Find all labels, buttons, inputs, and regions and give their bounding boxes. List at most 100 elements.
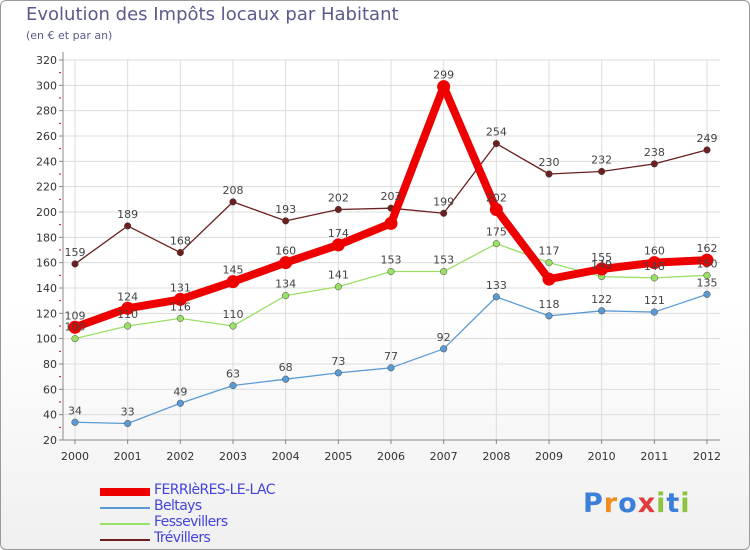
data-point — [384, 216, 398, 230]
data-label: 160 — [644, 245, 665, 258]
data-point — [647, 256, 661, 270]
data-label: 73 — [331, 355, 345, 368]
data-point — [282, 292, 290, 300]
x-tick-label: 2007 — [430, 450, 458, 463]
data-point — [387, 364, 395, 372]
data-label: 134 — [275, 278, 296, 291]
data-point — [229, 322, 237, 330]
data-point — [71, 418, 79, 426]
data-point — [650, 308, 658, 316]
data-label: 168 — [170, 235, 191, 248]
data-label: 117 — [539, 245, 560, 258]
data-label: 34 — [68, 404, 82, 417]
data-label: 145 — [223, 264, 244, 277]
data-label: 110 — [223, 308, 244, 321]
data-label: 249 — [697, 132, 718, 145]
data-label: 49 — [173, 385, 187, 398]
data-point — [387, 267, 395, 276]
data-label: 189 — [117, 208, 138, 221]
data-label: 254 — [486, 126, 507, 139]
legend-swatch — [100, 507, 150, 509]
data-label: 175 — [486, 226, 507, 239]
x-tick-label: 2009 — [535, 450, 563, 463]
data-point — [334, 205, 342, 214]
data-label: 153 — [381, 254, 402, 267]
y-tick-label: 280 — [36, 105, 57, 118]
legend-label: Beltays — [154, 498, 202, 514]
data-point — [545, 312, 553, 320]
x-tick-label: 2012 — [693, 450, 721, 463]
y-tick-label: 180 — [36, 231, 57, 244]
data-point — [492, 140, 500, 148]
legend-label: FERRIèRES-LE-LAC — [154, 482, 276, 498]
data-label: 230 — [539, 156, 560, 169]
data-label: 153 — [433, 254, 454, 267]
data-label: 100 — [65, 321, 86, 334]
data-label: 33 — [121, 406, 135, 419]
x-tick-label: 2006 — [377, 450, 405, 463]
legend-label: Fessevillers — [154, 514, 228, 530]
data-label: 131 — [170, 281, 191, 294]
legend-swatch — [100, 539, 150, 541]
data-point — [440, 267, 448, 276]
data-point — [650, 274, 658, 282]
data-point — [334, 283, 342, 291]
data-point — [176, 314, 184, 322]
data-label: 149 — [591, 259, 612, 272]
data-point — [71, 260, 79, 268]
data-label: 141 — [328, 269, 349, 282]
data-point — [173, 292, 187, 306]
data-label: 159 — [65, 246, 86, 259]
data-label: 202 — [328, 191, 349, 204]
data-label: 124 — [117, 290, 138, 303]
data-label: 116 — [170, 300, 191, 313]
data-label: 208 — [223, 184, 244, 197]
y-tick-label: 60 — [43, 383, 57, 396]
data-point — [595, 262, 609, 276]
data-label: 203 — [381, 190, 402, 203]
y-tick-label: 160 — [36, 257, 57, 270]
legend-swatch — [100, 488, 150, 496]
data-point — [440, 209, 448, 217]
data-point — [176, 248, 184, 257]
data-label: 118 — [539, 298, 560, 311]
data-label: 121 — [644, 294, 665, 307]
data-label: 174 — [328, 227, 349, 240]
y-tick-label: 80 — [43, 358, 57, 371]
data-point — [492, 293, 500, 301]
data-point — [124, 322, 132, 330]
x-tick-label: 2000 — [61, 450, 89, 463]
data-point — [598, 307, 606, 315]
y-tick-label: 260 — [36, 130, 57, 143]
y-tick-label: 300 — [36, 79, 57, 92]
data-point — [334, 369, 342, 377]
data-point — [124, 419, 132, 428]
x-tick-label: 2002 — [166, 450, 194, 463]
data-point — [71, 335, 79, 343]
y-tick-label: 220 — [36, 181, 57, 194]
x-tick-label: 2005 — [324, 450, 352, 463]
data-point — [437, 80, 451, 94]
y-tick-label: 120 — [36, 307, 57, 320]
data-label: 63 — [226, 368, 240, 381]
y-tick-label: 40 — [43, 409, 57, 422]
data-point — [650, 160, 658, 168]
data-point — [598, 167, 606, 176]
data-point — [282, 375, 290, 383]
data-label: 68 — [279, 361, 293, 374]
data-point — [545, 170, 553, 178]
y-tick-label: 200 — [36, 206, 57, 219]
data-label: 150 — [697, 257, 718, 270]
data-label: 109 — [65, 309, 86, 322]
data-point — [703, 146, 711, 154]
data-label: 232 — [591, 153, 612, 166]
data-point — [703, 290, 711, 298]
data-label: 122 — [591, 293, 612, 306]
data-point — [124, 222, 132, 230]
y-tick-label: 320 — [36, 54, 57, 67]
data-label: 155 — [591, 251, 612, 264]
y-tick-label: 140 — [36, 282, 57, 295]
y-tick-label: 20 — [43, 434, 57, 447]
legend-swatch — [100, 523, 150, 525]
